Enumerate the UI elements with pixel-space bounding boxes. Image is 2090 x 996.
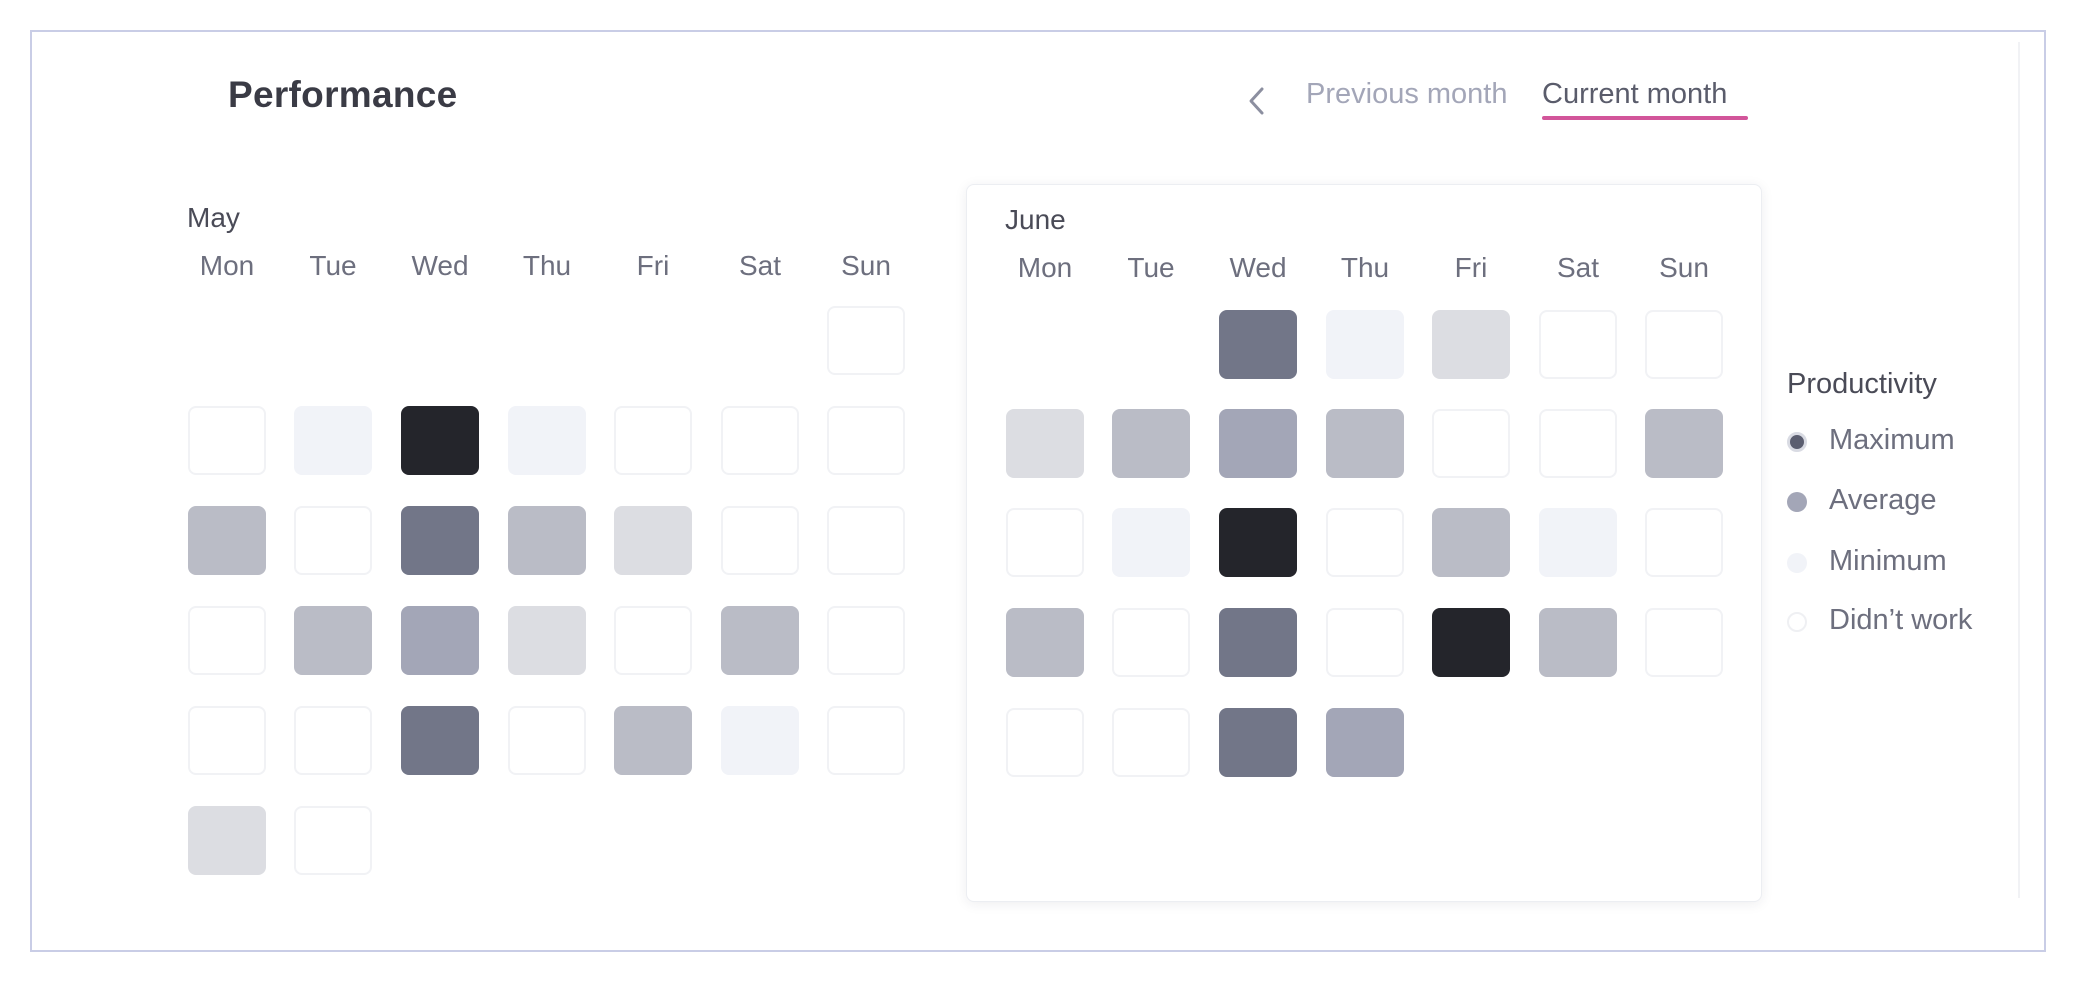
may-day-25[interactable] [401,706,479,775]
june-day-21[interactable] [1112,608,1190,677]
weekday-sun: Sun [1659,252,1709,283]
weekday-sat: Sat [738,250,782,281]
may-day-30[interactable] [188,806,266,875]
may-day-16[interactable] [188,606,266,675]
june-day-15[interactable] [1219,508,1297,577]
tab-current-month[interactable]: Current month [1542,78,1728,110]
june-day-24[interactable] [1432,608,1510,677]
may-day-17[interactable] [294,606,372,675]
may-day-31[interactable] [294,806,372,875]
may-day-6[interactable] [614,406,692,475]
chevron-left-icon[interactable] [1244,84,1270,118]
june-day-10[interactable] [1432,409,1510,478]
may-day-22[interactable] [827,606,905,675]
weekday-wed: Wed [411,250,469,281]
may-day-21[interactable] [721,606,799,675]
tab-previous-month[interactable]: Previous month [1306,78,1508,110]
may-day-11[interactable] [401,506,479,575]
may-day-27[interactable] [614,706,692,775]
june-day-28[interactable] [1112,708,1190,777]
legend-dot-icon [1787,612,1807,632]
legend-label: Average [1829,484,1937,516]
month-label-may: May [187,202,240,233]
weekday-mon: Mon [1017,252,1073,283]
june-day-16[interactable] [1326,508,1404,577]
active-tab-indicator [1542,116,1748,120]
may-day-10[interactable] [294,506,372,575]
weekday-fri: Fri [1454,252,1488,283]
june-day-9[interactable] [1326,409,1404,478]
legend-label: Minimum [1829,545,1947,577]
may-day-1[interactable] [827,306,905,375]
june-day-25[interactable] [1539,608,1617,677]
weekday-wed: Wed [1229,252,1287,283]
may-day-12[interactable] [508,506,586,575]
may-day-8[interactable] [827,406,905,475]
may-day-18[interactable] [401,606,479,675]
may-day-15[interactable] [827,506,905,575]
june-day-12[interactable] [1645,409,1723,478]
june-day-3[interactable] [1432,310,1510,379]
legend-dot-icon [1787,553,1807,573]
june-day-30[interactable] [1326,708,1404,777]
may-day-9[interactable] [188,506,266,575]
june-day-27[interactable] [1006,708,1084,777]
legend-dot-icon [1787,432,1807,452]
june-day-4[interactable] [1539,310,1617,379]
weekday-sun: Sun [841,250,891,281]
may-day-3[interactable] [294,406,372,475]
weekday-thu: Thu [522,250,572,281]
legend-title: Productivity [1787,368,1937,400]
may-day-20[interactable] [614,606,692,675]
page-title: Performance [228,74,458,115]
weekday-mon: Mon [199,250,255,281]
june-day-2[interactable] [1326,310,1404,379]
month-label-june: June [1005,204,1066,235]
may-day-29[interactable] [827,706,905,775]
may-day-2[interactable] [188,406,266,475]
june-day-17[interactable] [1432,508,1510,577]
weekday-tue: Tue [1127,252,1175,283]
legend-label: Didn’t work [1829,604,1973,636]
may-day-7[interactable] [721,406,799,475]
legend-dot-icon [1787,492,1807,512]
weekday-thu: Thu [1340,252,1390,283]
panel-divider [2018,42,2020,898]
june-day-18[interactable] [1539,508,1617,577]
may-day-23[interactable] [188,706,266,775]
may-day-14[interactable] [721,506,799,575]
june-day-14[interactable] [1112,508,1190,577]
june-day-11[interactable] [1539,409,1617,478]
june-day-29[interactable] [1219,708,1297,777]
june-day-6[interactable] [1006,409,1084,478]
june-day-7[interactable] [1112,409,1190,478]
june-day-22[interactable] [1219,608,1297,677]
may-day-19[interactable] [508,606,586,675]
may-day-5[interactable] [508,406,586,475]
weekday-sat: Sat [1556,252,1600,283]
june-day-26[interactable] [1645,608,1723,677]
june-day-5[interactable] [1645,310,1723,379]
june-day-13[interactable] [1006,508,1084,577]
june-day-23[interactable] [1326,608,1404,677]
may-day-13[interactable] [614,506,692,575]
weekday-tue: Tue [309,250,357,281]
may-day-4[interactable] [401,406,479,475]
legend-label: Maximum [1829,424,1955,456]
weekday-fri: Fri [636,250,670,281]
june-day-8[interactable] [1219,409,1297,478]
may-day-28[interactable] [721,706,799,775]
may-day-26[interactable] [508,706,586,775]
june-day-19[interactable] [1645,508,1723,577]
may-day-24[interactable] [294,706,372,775]
june-day-20[interactable] [1006,608,1084,677]
june-day-1[interactable] [1219,310,1297,379]
